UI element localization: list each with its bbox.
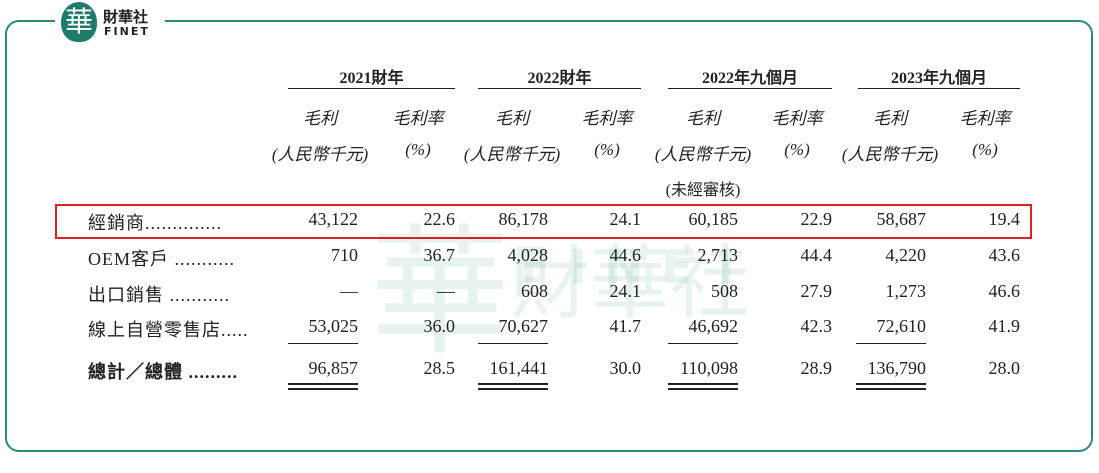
cell: 28.0 bbox=[988, 358, 1021, 378]
subheader: (人民幣千元) bbox=[463, 145, 561, 164]
subheader: (%) bbox=[594, 140, 620, 159]
cell: 58,687 bbox=[876, 209, 927, 229]
cell: — bbox=[437, 281, 455, 301]
cell: 44.4 bbox=[800, 245, 833, 265]
cell: 41.7 bbox=[609, 316, 642, 336]
cell: 28.9 bbox=[800, 358, 833, 378]
cell: 28.5 bbox=[423, 358, 456, 378]
total-rule bbox=[856, 388, 926, 390]
total-rule bbox=[478, 388, 548, 390]
logo-mark: 華 bbox=[61, 2, 97, 42]
total-rule bbox=[668, 388, 738, 390]
subheader: (人民幣千元) bbox=[654, 145, 752, 164]
subheader: 毛利率 bbox=[959, 109, 1011, 128]
subheader: (人民幣千元) bbox=[841, 145, 939, 164]
cell: 710 bbox=[331, 245, 358, 265]
cell: 42.3 bbox=[800, 316, 833, 336]
subtotal-rule bbox=[856, 343, 926, 344]
cell: 136,790 bbox=[867, 358, 927, 378]
cell: 30.0 bbox=[609, 358, 642, 378]
subheader: 毛利 bbox=[495, 109, 529, 128]
cell: 4,220 bbox=[885, 245, 927, 265]
cell: 608 bbox=[521, 281, 548, 301]
frame bbox=[5, 20, 1093, 452]
cell: 46,692 bbox=[688, 316, 739, 336]
watermark-name: 華財華社 bbox=[370, 212, 751, 375]
row-label: 經銷商.............. bbox=[88, 213, 222, 233]
total-rule bbox=[288, 388, 358, 390]
cell: 27.9 bbox=[800, 281, 833, 301]
cell: 53,025 bbox=[308, 316, 359, 336]
subtotal-rule bbox=[668, 343, 738, 344]
cell: 22.9 bbox=[800, 209, 833, 229]
cell: 86,178 bbox=[498, 209, 549, 229]
cell: 2,713 bbox=[697, 245, 739, 265]
cell: 60,185 bbox=[688, 209, 739, 229]
cell: 24.1 bbox=[609, 281, 642, 301]
cell: 70,627 bbox=[498, 316, 549, 336]
cell: — bbox=[340, 281, 358, 301]
cell: 19.4 bbox=[988, 209, 1021, 229]
header-rule bbox=[858, 88, 1020, 89]
header-rule bbox=[668, 88, 832, 89]
subheader: (%) bbox=[784, 140, 810, 159]
subtotal-rule bbox=[288, 343, 358, 344]
cell: 72,610 bbox=[876, 316, 927, 336]
cell: 41.9 bbox=[988, 316, 1021, 336]
subheader: 毛利率 bbox=[581, 109, 633, 128]
row-label: 線上自營零售店..... bbox=[88, 320, 249, 340]
cell: 4,028 bbox=[507, 245, 549, 265]
header-rule bbox=[478, 88, 641, 89]
watermark-latin: FINET bbox=[520, 240, 760, 294]
cell: 96,857 bbox=[308, 358, 359, 378]
subheader: (未經審核) bbox=[665, 182, 741, 199]
group-header: 2022年九個月 bbox=[701, 70, 798, 87]
subtotal-rule bbox=[478, 343, 548, 344]
total-rule bbox=[288, 383, 358, 385]
group-header: 2021財年 bbox=[339, 70, 404, 87]
row-label: OEM客戶 ........... bbox=[88, 249, 235, 269]
subheader: (人民幣千元) bbox=[271, 145, 369, 164]
cell: 22.6 bbox=[423, 209, 456, 229]
row-label: 總計／總體 ......... bbox=[88, 362, 238, 382]
cell: 1,273 bbox=[885, 281, 927, 301]
subheader: 毛利率 bbox=[771, 109, 823, 128]
cell: 24.1 bbox=[609, 209, 642, 229]
group-header: 2022財年 bbox=[527, 70, 592, 87]
row-label: 出口銷售 ........... bbox=[88, 285, 230, 305]
cell: 110,098 bbox=[680, 358, 738, 378]
subheader: (%) bbox=[972, 140, 998, 159]
subheader: 毛利 bbox=[873, 109, 907, 128]
cell: 161,441 bbox=[489, 358, 549, 378]
cell: 36.0 bbox=[423, 316, 456, 336]
highlight-box bbox=[55, 204, 1032, 239]
header-rule bbox=[288, 88, 455, 89]
logo-latin: FINET bbox=[104, 25, 150, 38]
logo-name: 財華社 bbox=[103, 8, 149, 26]
group-header: 2023年九個月 bbox=[890, 70, 987, 87]
subheader: 毛利 bbox=[686, 109, 720, 128]
logo: 華 財華社 FINET bbox=[55, 0, 165, 46]
subheader: 毛利率 bbox=[392, 109, 444, 128]
cell: 43,122 bbox=[308, 209, 359, 229]
cell: 46.6 bbox=[988, 281, 1021, 301]
total-rule bbox=[478, 383, 548, 385]
cell: 36.7 bbox=[423, 245, 456, 265]
cell: 43.6 bbox=[988, 245, 1021, 265]
total-rule bbox=[856, 383, 926, 385]
cell: 508 bbox=[711, 281, 738, 301]
total-rule bbox=[668, 383, 738, 385]
subheader: 毛利 bbox=[303, 109, 337, 128]
cell: 44.6 bbox=[609, 245, 642, 265]
subheader: (%) bbox=[405, 140, 431, 159]
